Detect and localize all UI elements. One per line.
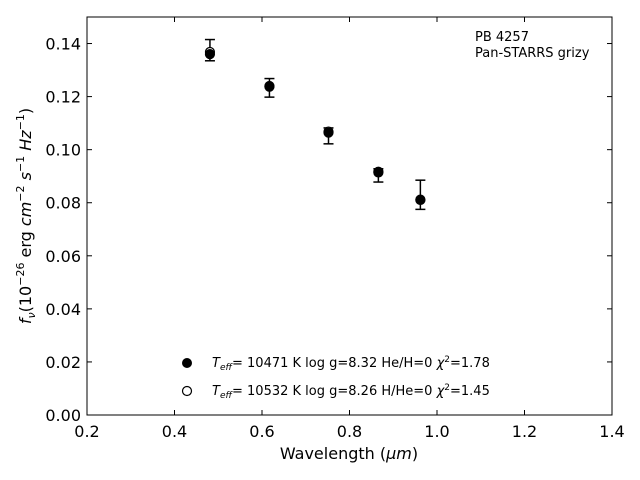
y-tick-label: 0.14 (45, 35, 81, 54)
x-tick-label: 0.4 (162, 422, 187, 441)
model-point-filled (373, 167, 384, 178)
y-tick-label: 0.12 (45, 88, 81, 107)
y-axis-label: fν(10−26 erg cm−2 s−1 Hz−1) (14, 108, 38, 324)
x-tick-label: 1.2 (512, 422, 537, 441)
y-tick-label: 0.08 (45, 194, 81, 213)
x-tick-label: 0.2 (74, 422, 99, 441)
legend-marker-filled (182, 358, 192, 368)
x-tick-label: 1.0 (424, 422, 449, 441)
x-tick-label: 0.8 (337, 422, 362, 441)
legend-label-filled: Teff= 10471 K log g=8.32 He/H=0 χ2=1.78 (212, 355, 490, 373)
y-tick-label: 0.06 (45, 247, 81, 266)
x-tick-label: 0.6 (249, 422, 274, 441)
model-point-filled (264, 81, 275, 92)
model-point-filled (204, 49, 216, 60)
legend-label-open: Teff= 10532 K log g=8.26 H/He=0 χ2=1.45 (212, 383, 490, 401)
x-axis-label: Wavelength (μm) (280, 444, 418, 463)
legend: Teff= 10471 K log g=8.32 He/H=0 χ2=1.78 … (181, 355, 490, 401)
annotation-line-2: Pan-STARRS grizy (475, 46, 590, 61)
y-tick-label: 0.04 (45, 300, 81, 319)
ticks (86, 17, 613, 416)
y-tick-label: 0.02 (45, 353, 81, 372)
x-tick-label: 1.4 (599, 422, 624, 441)
y-tick-label: 0.10 (45, 141, 81, 160)
model-point-filled (415, 194, 426, 206)
legend-marker-open (181, 385, 193, 397)
tick-labels: 0.2 0.4 0.6 0.8 1.0 1.2 1.4 0.00 0.02 0.04 0.06 0.0… (45, 35, 624, 441)
annotation-line-1: PB 4257 (475, 30, 529, 45)
model-point-filled (323, 127, 334, 138)
y-tick-label: 0.00 (45, 406, 81, 425)
data-layer (204, 38, 426, 211)
